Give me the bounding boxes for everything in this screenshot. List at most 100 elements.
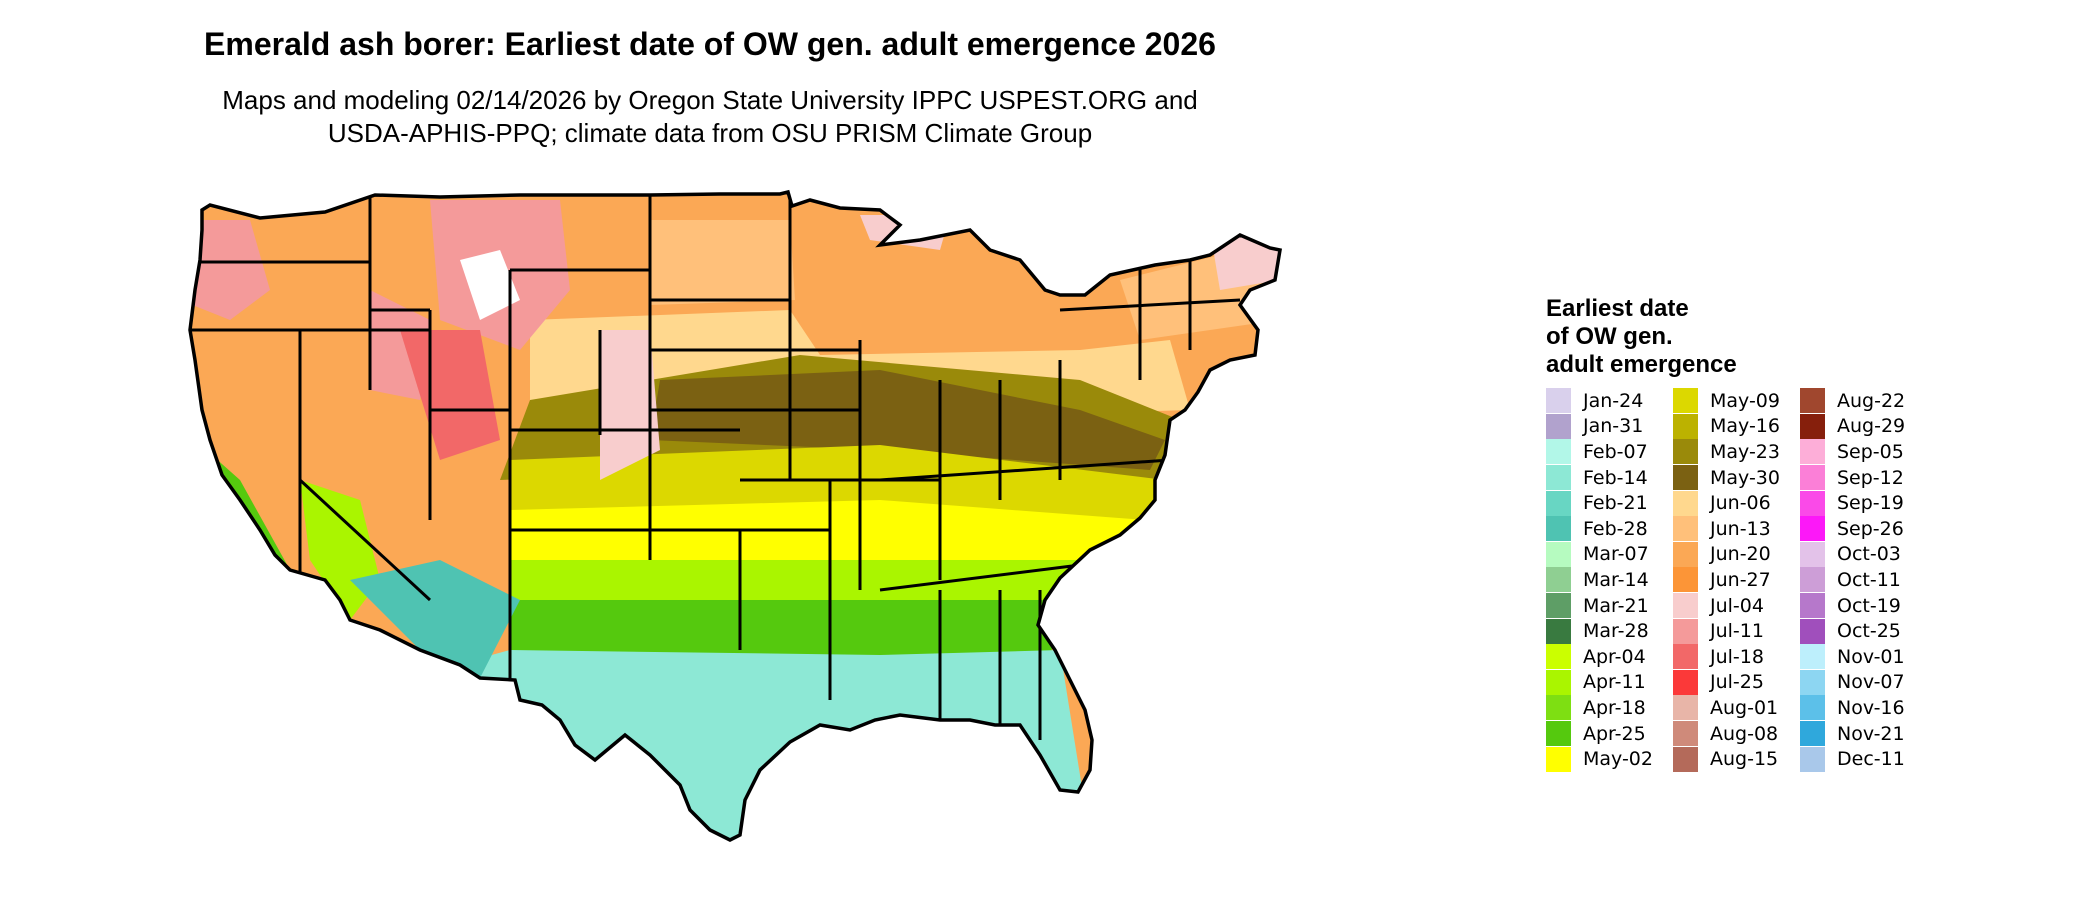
legend-column: May-09 May-16 May-23 May-30 Jun-06 Jun-13 Jun-…	[1673, 388, 1790, 772]
legend-swatch	[1546, 746, 1571, 772]
legend-swatch	[1673, 669, 1698, 695]
legend-item: Mar-21	[1546, 593, 1663, 619]
legend-item: Mar-28	[1546, 618, 1663, 644]
legend-item: Apr-04	[1546, 644, 1663, 670]
legend-item: Feb-14	[1546, 465, 1663, 491]
legend-label: Jun-20	[1710, 543, 1771, 566]
legend-swatch	[1800, 465, 1825, 491]
legend-item: Oct-11	[1800, 567, 1917, 593]
legend-swatch	[1673, 388, 1698, 414]
legend-swatch	[1546, 669, 1571, 695]
legend-item: Oct-25	[1800, 618, 1917, 644]
legend-label: Apr-11	[1583, 671, 1646, 694]
legend-item: Jul-18	[1673, 644, 1790, 670]
legend-label: Mar-28	[1583, 620, 1649, 643]
legend-label: Oct-25	[1837, 620, 1901, 643]
legend-label: Nov-21	[1837, 722, 1905, 745]
legend-label: Jan-31	[1583, 415, 1644, 438]
legend-swatch	[1546, 695, 1571, 721]
us-emergence-map	[188, 189, 1283, 842]
legend-title-line: adult emergence	[1546, 351, 1737, 378]
legend-swatch	[1546, 541, 1571, 567]
legend-label: Nov-07	[1837, 671, 1905, 694]
legend-swatch	[1546, 413, 1571, 439]
legend-label: Aug-08	[1710, 722, 1779, 745]
legend-label: Mar-07	[1583, 543, 1649, 566]
legend-swatch	[1800, 388, 1825, 414]
legend-item: Feb-28	[1546, 516, 1663, 542]
legend-item: Oct-19	[1800, 593, 1917, 619]
legend-item: May-09	[1673, 388, 1790, 414]
legend-label: Aug-15	[1710, 748, 1779, 771]
legend-label: Feb-28	[1583, 517, 1648, 540]
legend-item: Aug-29	[1800, 413, 1917, 440]
legend-column: Jan-24 Jan-31 Feb-07 Feb-14 Feb-21 Feb-28 Mar-…	[1546, 388, 1663, 772]
legend: Jan-24 Jan-31 Feb-07 Feb-14 Feb-21 Feb-28 Mar-…	[1546, 388, 1917, 772]
legend-label: May-30	[1710, 466, 1780, 489]
legend-title-line: of OW gen.	[1546, 323, 1673, 350]
legend-label: Mar-14	[1583, 568, 1649, 591]
map-subtitle: Maps and modeling 02/14/2026 by Oregon S…	[0, 84, 1420, 150]
legend-label: Apr-18	[1583, 696, 1646, 719]
legend-item: Feb-21	[1546, 490, 1663, 516]
legend-label: Jun-27	[1710, 568, 1771, 591]
legend-item: May-23	[1673, 439, 1790, 465]
legend-swatch	[1800, 490, 1825, 516]
legend-item: Aug-01	[1673, 695, 1790, 721]
legend-swatch	[1800, 541, 1825, 567]
legend-label: May-16	[1710, 415, 1780, 438]
legend-swatch	[1673, 567, 1698, 593]
legend-label: Nov-01	[1837, 645, 1905, 668]
legend-item: Nov-21	[1800, 721, 1917, 747]
legend-item: Mar-14	[1546, 567, 1663, 593]
legend-item: Jun-27	[1673, 567, 1790, 593]
legend-item: Aug-08	[1673, 721, 1790, 747]
legend-label: Sep-26	[1837, 517, 1904, 540]
legend-label: Oct-03	[1837, 543, 1901, 566]
zone-midwest-dark	[650, 370, 1165, 470]
legend-item: Nov-16	[1800, 695, 1917, 721]
legend-item: Apr-11	[1546, 669, 1663, 696]
legend-label: Feb-21	[1583, 492, 1648, 515]
legend-swatch	[1546, 593, 1571, 619]
legend-item: Jun-13	[1673, 516, 1790, 542]
legend-swatch	[1800, 695, 1825, 721]
legend-swatch	[1546, 567, 1571, 593]
legend-swatch	[1546, 644, 1571, 670]
legend-item: Aug-22	[1800, 388, 1917, 414]
legend-item: Apr-18	[1546, 695, 1663, 721]
legend-item: Aug-15	[1673, 746, 1790, 772]
legend-swatch	[1800, 721, 1825, 747]
map-title: Emerald ash borer: Earliest date of OW g…	[204, 26, 1216, 62]
legend-label: Jul-18	[1710, 645, 1764, 668]
legend-item: Jan-24	[1546, 388, 1663, 414]
legend-label: Jun-13	[1710, 517, 1771, 540]
legend-swatch	[1546, 439, 1571, 465]
zone-colorado	[600, 330, 660, 480]
state-border	[1059, 298, 1241, 312]
state-borders	[190, 195, 1241, 740]
legend-label: Nov-16	[1837, 696, 1905, 719]
legend-item: Apr-25	[1546, 721, 1663, 747]
legend-label: Sep-05	[1837, 440, 1904, 463]
legend-label: Mar-21	[1583, 594, 1649, 617]
legend-swatch	[1673, 618, 1698, 644]
legend-swatch	[1673, 541, 1698, 567]
emergence-zones	[190, 192, 1280, 840]
legend-swatch	[1673, 644, 1698, 670]
legend-swatch	[1800, 439, 1825, 465]
legend-label: Feb-14	[1583, 466, 1648, 489]
legend-swatch	[1800, 618, 1825, 644]
legend-label: Apr-04	[1583, 645, 1646, 668]
legend-item: Jul-11	[1673, 618, 1790, 644]
legend-label: Oct-11	[1837, 568, 1901, 591]
legend-label: Jul-04	[1710, 594, 1764, 617]
legend-item: Nov-07	[1800, 669, 1917, 696]
legend-item: Jan-31	[1546, 413, 1663, 440]
legend-item: Jun-20	[1673, 541, 1790, 568]
zone-arizona	[350, 560, 520, 678]
legend-label: Sep-12	[1837, 466, 1904, 489]
legend-swatch	[1673, 516, 1698, 542]
legend-swatch	[1800, 567, 1825, 593]
legend-swatch	[1673, 490, 1698, 516]
